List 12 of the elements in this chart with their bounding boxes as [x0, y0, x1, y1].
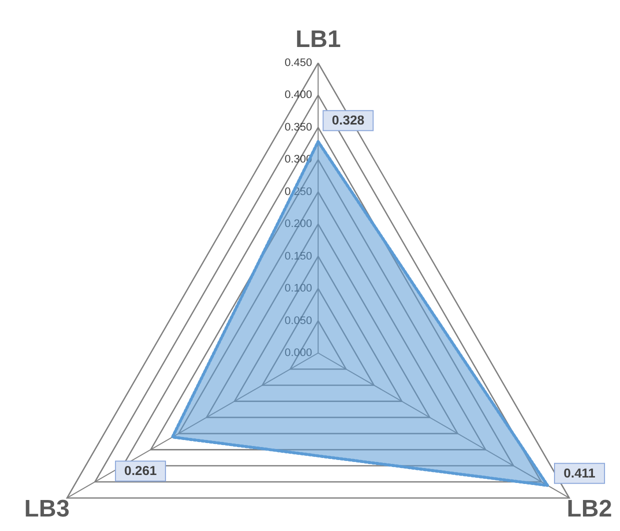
y-tick-label: 0.100 — [284, 282, 312, 295]
y-tick-label: 0.150 — [284, 250, 312, 262]
spoke-label: LB2 — [566, 496, 612, 523]
data-label: 0.328 — [332, 112, 364, 128]
spoke-label: LB1 — [295, 26, 341, 53]
y-tick-label: 0.450 — [284, 57, 312, 70]
spoke-label: LB3 — [24, 496, 70, 523]
y-tick-label: 0.050 — [284, 314, 312, 327]
data-label: 0.261 — [124, 463, 157, 478]
y-tick-label: 0.000 — [284, 347, 312, 359]
data-label: 0.411 — [564, 465, 596, 480]
y-tick-label: 0.200 — [284, 218, 312, 230]
